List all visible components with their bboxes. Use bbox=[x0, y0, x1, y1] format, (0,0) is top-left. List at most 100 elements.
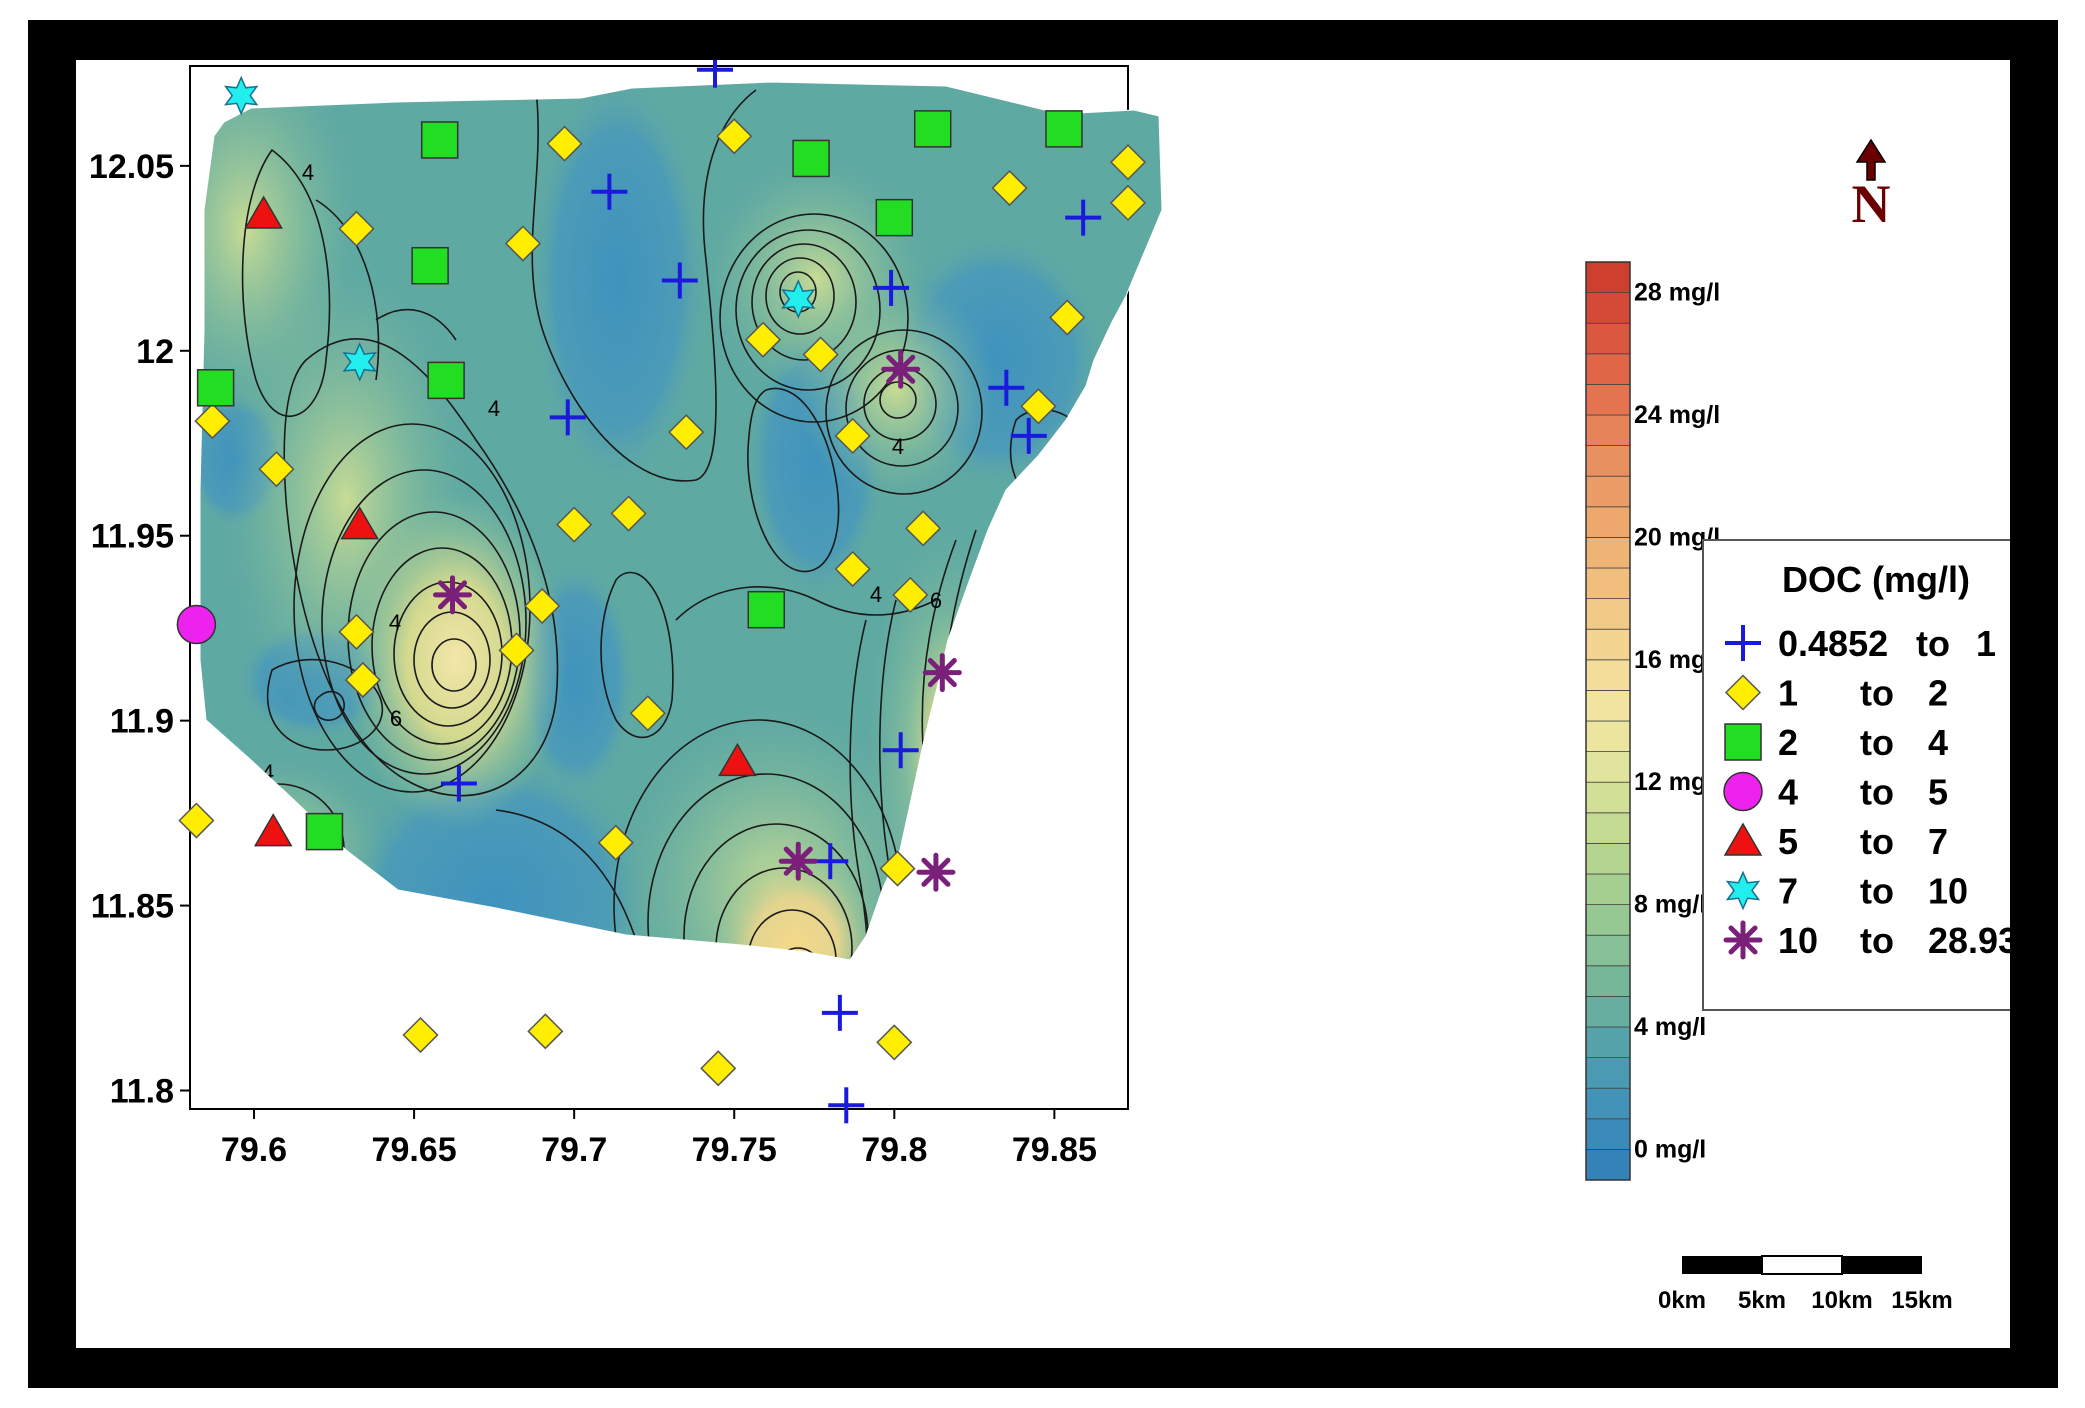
map-frame: 4446446446464 79.679.6579.779.7579.879.8… bbox=[28, 20, 2058, 1388]
legend-to-word: to bbox=[1860, 673, 1894, 714]
sample-point-asterisk-icon bbox=[778, 841, 818, 881]
plus-icon bbox=[1725, 625, 1761, 661]
sample-point-square-icon bbox=[305, 812, 344, 851]
sample-point-square-icon bbox=[1045, 110, 1083, 148]
sample-point-asterisk-icon bbox=[916, 852, 956, 892]
legend-item: 7 to 10 bbox=[1725, 871, 1968, 912]
colorbar-band bbox=[1585, 1149, 1631, 1181]
sample-point-triangle-icon bbox=[244, 195, 283, 229]
sample-point-plus-icon bbox=[440, 765, 477, 802]
legend-to: 10 bbox=[1928, 871, 1968, 912]
sample-point-square-icon bbox=[875, 198, 914, 237]
sample-point-diamond-icon bbox=[402, 1016, 439, 1054]
map-figure: 4446446446464 79.679.6579.779.7579.879.8… bbox=[89, 60, 2010, 1314]
colorbar-band bbox=[1585, 934, 1631, 967]
legend-to-word: to bbox=[1860, 772, 1894, 813]
sample-point-triangle-icon bbox=[718, 742, 757, 777]
sample-point-circle-icon bbox=[176, 604, 217, 645]
sample-point-diamond-icon bbox=[876, 1024, 913, 1061]
contour-label: 4 bbox=[488, 396, 500, 421]
colorbar-band bbox=[1585, 414, 1631, 447]
sample-point-plus-icon bbox=[1065, 199, 1102, 236]
sample-point-plus-icon bbox=[697, 60, 734, 88]
legend-item: 10 to 28.93 bbox=[1723, 920, 2010, 961]
sample-point-diamond-icon bbox=[556, 506, 593, 543]
colorbar-band bbox=[1585, 1057, 1631, 1089]
sample-point-asterisk-icon bbox=[433, 575, 473, 615]
sample-point-plus-icon bbox=[873, 269, 910, 306]
colorbar-band bbox=[1585, 720, 1631, 753]
contour-label: 4 bbox=[892, 434, 904, 459]
north-label: N bbox=[1852, 174, 1891, 234]
contour-label: 4 bbox=[302, 160, 314, 185]
sample-point-square-icon bbox=[427, 361, 465, 400]
sample-point-plus-icon bbox=[661, 262, 698, 299]
x-tick-label: 79.85 bbox=[1012, 1131, 1097, 1169]
colorbar-band bbox=[1585, 475, 1631, 508]
colorbar-band bbox=[1585, 843, 1631, 875]
north-arrow-icon: N bbox=[1852, 138, 1891, 234]
legend-to-word: to bbox=[1860, 821, 1894, 862]
colorbar-band bbox=[1585, 383, 1631, 416]
sample-point-diamond-icon bbox=[834, 417, 871, 454]
legend-item: 2 to 4 bbox=[1724, 722, 1948, 763]
sample-point-plus-icon bbox=[1010, 417, 1047, 454]
sample-point-diamond-icon bbox=[716, 118, 753, 155]
sample-point-diamond-icon bbox=[905, 510, 942, 547]
diamond-icon bbox=[1724, 674, 1762, 711]
sample-point-diamond-icon bbox=[498, 632, 535, 669]
legend-to: 1 bbox=[1976, 623, 1996, 664]
scale-bar: 0km 5km 10km 15km bbox=[1658, 1255, 1953, 1314]
x-tick-label: 79.6 bbox=[221, 1131, 287, 1169]
sample-point-plus-icon bbox=[821, 994, 858, 1031]
colorbar-label: 0 mg/l bbox=[1634, 1135, 1706, 1163]
sample-points bbox=[176, 60, 1147, 1124]
colorbar-band bbox=[1585, 1118, 1631, 1150]
colorbar-band bbox=[1585, 261, 1631, 294]
sample-point-plus-icon bbox=[988, 369, 1025, 406]
x-tick-label: 79.8 bbox=[861, 1131, 927, 1169]
colorbar-band bbox=[1585, 996, 1631, 1028]
sample-point-diamond-icon bbox=[700, 1050, 737, 1087]
contour-label: 6 bbox=[390, 706, 402, 731]
sample-point-plus-icon bbox=[549, 399, 586, 436]
colorbar-label: 24 mg/l bbox=[1634, 401, 1720, 429]
colorbar-band bbox=[1585, 1087, 1631, 1120]
sample-point-square-icon bbox=[747, 590, 785, 629]
sample-point-star-icon bbox=[342, 342, 377, 382]
legend-from: 7 bbox=[1778, 871, 1798, 912]
sample-point-diamond-icon bbox=[1049, 299, 1086, 336]
sample-point-asterisk-icon bbox=[881, 349, 921, 389]
sample-point-diamond-icon bbox=[892, 576, 929, 613]
contour-label: 6 bbox=[930, 588, 942, 613]
map-axes: 79.6 79.65 79.7 79.75 79.8 79.85 12.05 12 11.95 1… bbox=[89, 148, 1097, 1169]
colorbar-label: 4 mg/l bbox=[1634, 1013, 1706, 1041]
sample-point-diamond-icon bbox=[178, 802, 215, 839]
sample-point-diamond-icon bbox=[668, 414, 705, 451]
colorbar-band bbox=[1585, 598, 1631, 630]
colorbar-band bbox=[1585, 781, 1631, 814]
colorbar-label: 28 mg/l bbox=[1634, 279, 1720, 307]
sample-point-square-icon bbox=[420, 121, 459, 159]
legend-to-word: to bbox=[1916, 623, 1950, 664]
legend-to: 5 bbox=[1928, 772, 1948, 813]
legend-item: 0.4852 to 1 bbox=[1725, 623, 1996, 664]
x-tick-label: 79.65 bbox=[372, 1131, 457, 1169]
sample-point-triangle-icon bbox=[253, 813, 293, 847]
colorbar-band bbox=[1585, 904, 1631, 936]
colorbar-band bbox=[1585, 690, 1631, 722]
sample-point-plus-icon bbox=[882, 732, 919, 769]
colorbar-band bbox=[1585, 659, 1631, 691]
y-tick-label: 11.85 bbox=[91, 888, 174, 926]
circle-icon bbox=[1723, 771, 1763, 812]
legend-to: 7 bbox=[1928, 821, 1948, 862]
sample-point-star-icon bbox=[223, 75, 259, 116]
sample-point-square-icon bbox=[196, 369, 235, 407]
sample-point-diamond-icon bbox=[524, 587, 561, 625]
sample-point-diamond-icon bbox=[629, 695, 666, 732]
colorbar-band bbox=[1585, 322, 1631, 355]
x-tick-label: 79.75 bbox=[692, 1131, 777, 1169]
legend-from: 1 bbox=[1778, 673, 1798, 714]
legend-item: 4 to 5 bbox=[1723, 771, 1948, 813]
sample-point-square-icon bbox=[913, 110, 952, 148]
